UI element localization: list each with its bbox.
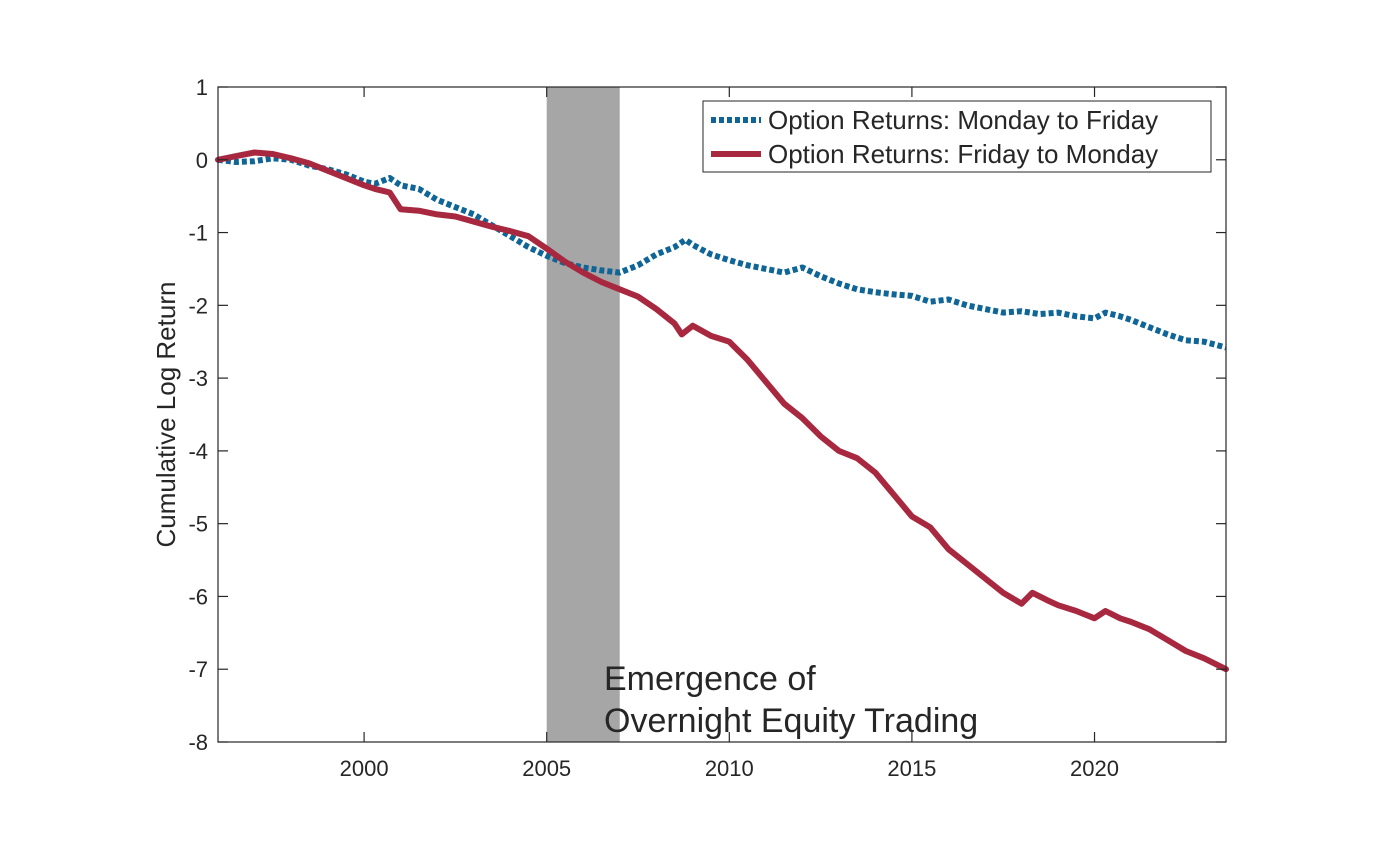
legend: Option Returns: Monday to Friday Option … <box>702 100 1212 173</box>
tick-label-layer: 2000 2005 2010 2015 2020 1 0 -1 -2 -3 -4 -5 -6 -7 -8 <box>188 75 1119 781</box>
legend-label-monday-to-friday: Option Returns: Monday to Friday <box>768 105 1158 135</box>
y-tick-label: -1 <box>188 221 208 246</box>
y-tick-label: 1 <box>196 75 208 100</box>
y-tick-label: -3 <box>188 366 208 391</box>
y-tick-label: -5 <box>188 512 208 537</box>
y-tick-label: -7 <box>188 657 208 682</box>
x-tick-label: 2010 <box>705 756 754 781</box>
y-tick-label: -8 <box>188 730 208 755</box>
series-line-option-returns-monday-to-friday <box>217 155 1227 351</box>
legend-label-friday-to-monday: Option Returns: Friday to Monday <box>768 139 1158 169</box>
y-axis-label: Cumulative Log Return <box>151 282 181 548</box>
shaded-region-layer <box>546 87 620 742</box>
axes-layer <box>217 86 1227 743</box>
x-tick-label: 2015 <box>887 756 936 781</box>
x-tick-label: 2020 <box>1070 756 1119 781</box>
series-line-option-returns-friday-to-monday <box>215 149 1229 673</box>
shaded-region <box>546 87 620 742</box>
y-tick-label: 0 <box>196 148 208 173</box>
legend-box <box>702 100 1212 173</box>
x-tick-label: 2000 <box>340 756 389 781</box>
annotation: Emergence of Overnight Equity Trading <box>604 660 978 740</box>
series-layer <box>215 149 1229 673</box>
y-tick-label: -6 <box>188 584 208 609</box>
y-tick-label: -4 <box>188 439 208 464</box>
annotation-line-2: Overnight Equity Trading <box>604 702 978 740</box>
plot-frame <box>217 86 1227 743</box>
annotation-line-1: Emergence of <box>604 660 816 698</box>
x-tick-label: 2005 <box>522 756 571 781</box>
y-tick-label: -2 <box>188 293 208 318</box>
